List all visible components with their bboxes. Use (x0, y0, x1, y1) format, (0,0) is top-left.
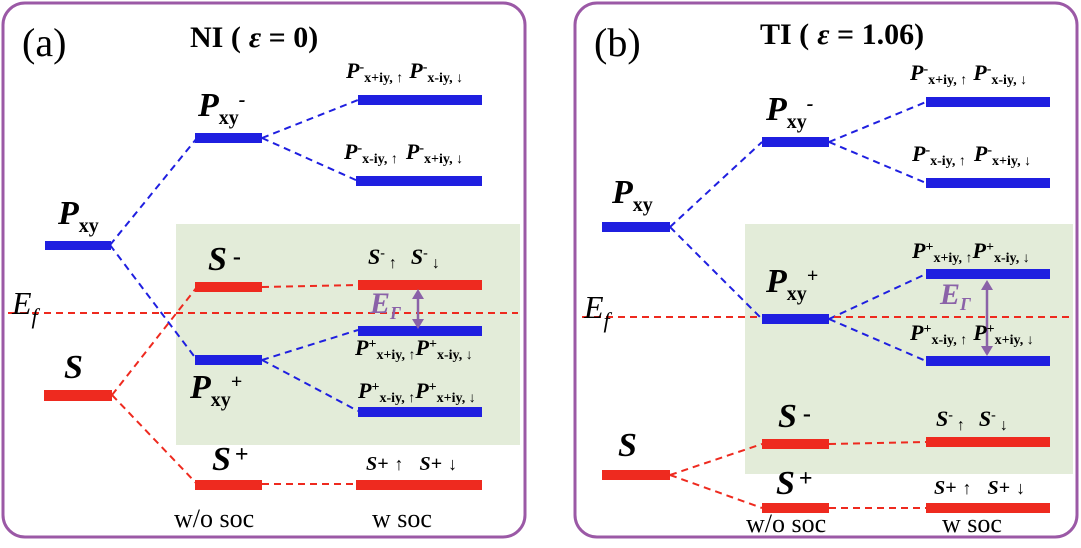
panel-b-fermi-label: Ef (583, 289, 613, 333)
panel-b-col-wo-soc: w/o soc (746, 509, 826, 538)
panel-a-connectors (8, 99, 518, 485)
panel-a-soc-p-plus-bottom-bar (358, 407, 482, 417)
panel-a-soc-p-minus-top-bar (358, 95, 482, 105)
panel-a-pxy-minus-label: Pxy- (197, 87, 245, 129)
panel-b-soc-p-plus-top-label: P+x+iy, ↑P+x-iy, ↓ (911, 238, 1030, 266)
panel-a-soc-s-minus-label: S-↑ S-↓ (368, 244, 440, 272)
panel-b-soc-p-minus-bottom-bar (926, 178, 1050, 188)
panel-a-pxy-label: Pxy (57, 195, 99, 237)
panel-b-soc-p-minus-bottom-label: P-x-iy, ↑ P-x+iy, ↓ (911, 141, 1031, 169)
panel-a-soc-p-minus-top-label: P-x+iy, ↑ P-x-iy, ↓ (345, 58, 463, 86)
panel-a-pxy-plus-bar (195, 355, 262, 365)
panel-b: (b) TI (ε = 1.06) (573, 1, 1079, 539)
panel-a-title: NI (ε = 0) (190, 21, 318, 54)
panel-b-soc-p-plus-bottom-label: P+x-iy, ↑ P+x+iy, ↓ (909, 320, 1034, 348)
panel-b-soc-s-minus-bar (926, 437, 1050, 447)
panel-b-soc-s-minus-label: S-↑ S-↓ (936, 406, 1008, 434)
panel-b-soc-s-plus-bar (926, 503, 1050, 513)
panel-a-fermi-label: Ef (11, 285, 41, 329)
panel-b-s-plus-label: S + (776, 465, 813, 502)
panel-a-s-plus-bar (195, 480, 262, 490)
panel-a-soc-p-plus-top-label: P+x+iy, ↑P+x-iy, ↓ (354, 335, 473, 363)
panel-a-soc-p-minus-bottom-label: P-x-iy, ↑ P-x+iy, ↓ (343, 139, 463, 167)
panel-a-pxy-plus-label: Pxy+ (189, 369, 242, 411)
panel-b-pxy-minus-bar (762, 137, 829, 147)
panel-a-soc-p-plus-top-bar (358, 326, 482, 336)
panel-a-gap-arrow (412, 289, 424, 329)
panel-a-s-label: S (64, 349, 83, 386)
panel-b-pxy-plus-bar (762, 314, 829, 324)
panel-b-gap-label: EΓ (939, 278, 971, 314)
panel-a-s-plus-label: S + (212, 441, 249, 478)
panel-b-s-minus-label: S- (778, 398, 811, 435)
panel-a-gap-label: EΓ (369, 287, 401, 323)
panel-a: (a) NI (ε = 0) (1, 1, 527, 539)
panel-b-pxy-label: Pxy (611, 174, 653, 216)
panel-b-pxy-plus-label: Pxy+ (765, 263, 818, 305)
panel-b-pxy-bar (602, 222, 670, 232)
panel-b-gap-arrow (981, 280, 993, 356)
panel-a-pxy-minus-bar (195, 133, 262, 143)
panel-a-s-minus-bar (195, 282, 262, 292)
panel-a-label: (a) (22, 20, 66, 65)
panel-b-soc-p-minus-top-label: P-x+iy, ↑ P-x-iy, ↓ (909, 60, 1027, 88)
panel-a-s-bar (44, 390, 112, 401)
panel-b-title: TI (ε = 1.06) (760, 18, 924, 51)
panel-a-pxy-bar (45, 241, 111, 250)
panel-b-highlight-region (745, 224, 1073, 474)
panel-b-soc-s-plus-label: S+ ↑ S+ ↓ (934, 477, 1025, 499)
panel-b-label: (b) (594, 20, 641, 65)
panel-a-soc-p-minus-bottom-bar (356, 176, 482, 186)
panel-b-s-minus-bar (762, 439, 829, 449)
panel-b-soc-p-plus-top-bar (926, 269, 1050, 279)
panel-a-soc-s-plus-bar (356, 480, 482, 490)
panel-a-s-minus-label: S- (208, 241, 241, 278)
panel-b-s-bar (602, 470, 670, 480)
panel-a-col-w-soc: w soc (372, 504, 432, 533)
panel-b-soc-p-minus-top-bar (926, 97, 1050, 107)
panel-a-soc-p-plus-bottom-label: P+x-iy, ↑P+x+iy, ↓ (357, 378, 476, 406)
panel-b-pxy-minus-label: Pxy- (765, 91, 813, 133)
panel-b-soc-p-plus-bottom-bar (926, 356, 1050, 366)
panel-b-s-plus-bar (762, 503, 829, 513)
panel-b-col-w-soc: w soc (942, 509, 1002, 538)
panel-a-soc-s-minus-bar (358, 280, 482, 290)
panel-a-col-wo-soc: w/o soc (174, 504, 254, 533)
panel-b-s-label: S (618, 427, 637, 464)
panel-a-soc-s-plus-label: S+ ↑ S+ ↓ (366, 453, 457, 475)
